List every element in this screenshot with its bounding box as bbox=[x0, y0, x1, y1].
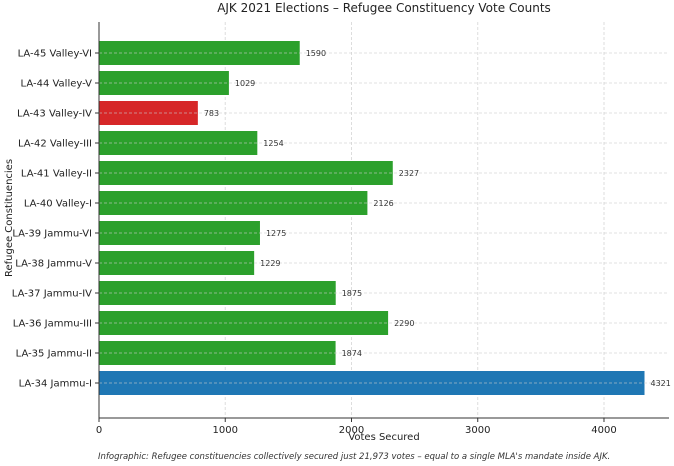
data-label: 1275 bbox=[266, 229, 286, 238]
data-label: 2126 bbox=[373, 199, 393, 208]
x-tick-label: 4000 bbox=[591, 425, 616, 436]
bar bbox=[99, 131, 258, 155]
y-tick-label: LA-40 Valley-I bbox=[24, 199, 92, 210]
x-tick-label: 2000 bbox=[339, 425, 364, 436]
y-tick-label: LA-35 Jammu-II bbox=[16, 349, 92, 360]
data-label: 1254 bbox=[263, 139, 283, 148]
data-label: 4321 bbox=[651, 379, 671, 388]
bar bbox=[99, 101, 198, 125]
x-tick-label: 3000 bbox=[465, 425, 490, 436]
y-tick-label: LA-43 Valley-IV bbox=[17, 109, 92, 120]
data-label: 2327 bbox=[399, 169, 419, 178]
x-tick-label: 1000 bbox=[213, 425, 238, 436]
y-tick-label: LA-45 Valley-VI bbox=[18, 49, 92, 60]
data-label: 1590 bbox=[306, 49, 326, 58]
y-axis-label: Refugee Constituencies bbox=[4, 159, 15, 277]
data-label: 1874 bbox=[342, 349, 362, 358]
bar bbox=[99, 191, 368, 215]
x-axis-label: Votes Secured bbox=[348, 432, 419, 443]
y-tick-label: LA-41 Valley-II bbox=[21, 169, 92, 180]
y-tick-label: LA-44 Valley-V bbox=[21, 79, 93, 90]
data-label: 2290 bbox=[394, 319, 414, 328]
y-tick-label: LA-36 Jammu-III bbox=[13, 319, 92, 330]
data-label: 1875 bbox=[342, 289, 362, 298]
x-tick-label: 0 bbox=[96, 425, 102, 436]
data-label: 1029 bbox=[235, 79, 255, 88]
y-tick-label: LA-42 Valley-III bbox=[18, 139, 92, 150]
footnote: Infographic: Refugee constituencies coll… bbox=[98, 452, 610, 462]
y-tick-label: LA-38 Jammu-V bbox=[15, 259, 92, 270]
y-tick-label: LA-39 Jammu-VI bbox=[12, 229, 92, 240]
y-tick-label: LA-34 Jammu-I bbox=[19, 379, 92, 390]
data-label: 1229 bbox=[260, 259, 280, 268]
chart-title: AJK 2021 Elections – Refugee Constituenc… bbox=[217, 1, 551, 15]
data-label: 783 bbox=[204, 109, 219, 118]
y-tick-label: LA-37 Jammu-IV bbox=[12, 289, 92, 300]
